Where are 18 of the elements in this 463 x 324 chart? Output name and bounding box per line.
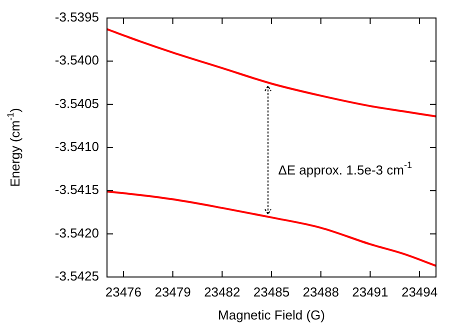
y-tick-label: -3.5420 — [54, 225, 99, 240]
line-series — [107, 28, 436, 118]
x-tick-label: 23494 — [401, 284, 438, 300]
x-tick-label: 23491 — [352, 284, 388, 300]
y-tick-label: -3.5425 — [54, 268, 99, 284]
x-tick-label: 23485 — [253, 284, 290, 300]
x-axis-title: Magnetic Field (G) — [218, 308, 325, 323]
y-tick-label: -3.5400 — [54, 52, 99, 68]
x-tick-label: 23479 — [154, 284, 191, 300]
x-tick-label: 23482 — [204, 284, 240, 300]
x-tick-label: 23488 — [302, 284, 339, 300]
y-tick-label: -3.5415 — [54, 182, 99, 198]
y-tick-label: -3.5410 — [54, 139, 99, 154]
y-tick-label: -3.5405 — [54, 96, 99, 111]
line-series — [107, 190, 436, 267]
y-axis-title: Energy (cm-1) — [5, 108, 23, 187]
y-tick-label: -3.5395 — [54, 10, 99, 25]
x-tick-label: 23476 — [105, 284, 142, 300]
